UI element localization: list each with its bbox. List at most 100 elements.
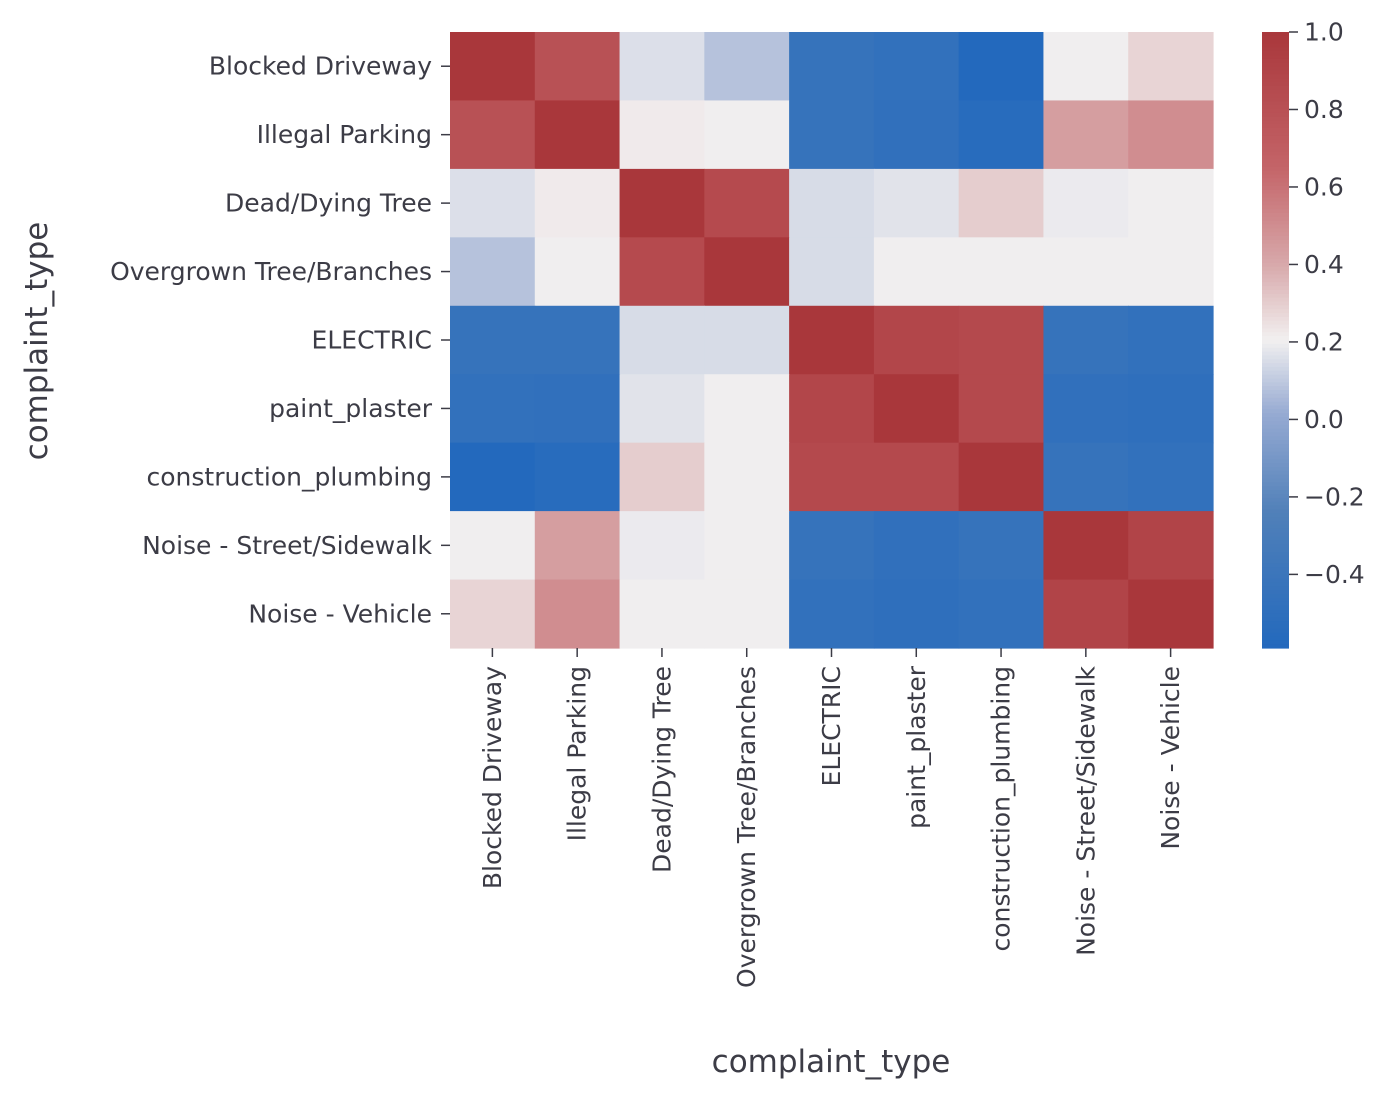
heatmap-cell [534,32,621,102]
heatmap-cell [1043,168,1129,238]
heatmap-cell [958,442,1045,512]
colorbar-segment [1262,297,1289,303]
colorbar-segment [1262,32,1289,37]
colorbar-segment [1262,282,1289,287]
colorbar-segment [1262,386,1289,391]
heatmap-cell [1128,100,1214,170]
x-tick-label: Overgrown Tree/Branches [732,666,761,988]
colorbar-segment [1262,474,1289,480]
colorbar-segment [1262,436,1289,441]
heatmap-cell [1128,511,1214,581]
colorbar-segment [1262,555,1289,561]
heatmap-cell [1128,374,1214,444]
y-tick-label: paint_plaster [269,394,433,423]
colorbar-segment [1262,509,1289,514]
x-tick-label: construction_plumbing [987,666,1016,952]
x-tick-label: Blocked Driveway [478,666,507,889]
colorbar-segment [1262,351,1289,356]
colorbar-segment [1262,478,1289,484]
heatmap-cell [1128,237,1214,307]
colorbar-segment [1262,78,1289,83]
colorbar-segment [1262,370,1289,376]
heatmap-cell [958,511,1045,581]
colorbar-segment [1262,270,1289,276]
heatmap-cell [704,32,790,102]
colorbar-segment [1262,343,1289,349]
colorbar-segment [1262,239,1289,245]
heatmap-cell [1043,237,1129,307]
heatmap-cell [789,168,875,238]
colorbar-segment [1262,467,1289,472]
colorbar-tick-label: −0.4 [1304,560,1365,589]
colorbar-segment [1262,278,1289,283]
colorbar-segment [1262,182,1289,187]
colorbar-segment [1262,636,1289,641]
colorbar-segment [1262,571,1289,576]
heatmap-cell [1043,442,1129,512]
colorbar-segment [1262,301,1289,306]
heatmap-cell [450,579,536,649]
colorbar-tick-label: 1.0 [1304,18,1344,47]
colorbar-segment [1262,189,1289,195]
colorbar-segment [1262,559,1289,564]
heatmap-cell [450,511,536,581]
heatmap-cell [1128,442,1214,512]
heatmap-cell [534,168,621,238]
colorbar-segment [1262,494,1289,499]
colorbar-segment [1262,420,1289,426]
colorbar-segment [1262,505,1289,510]
colorbar-segment [1262,582,1289,587]
colorbar-segment [1262,70,1289,75]
heatmap-cell [704,511,790,581]
heatmap-cell [450,305,536,375]
heatmap-cell [873,579,960,649]
colorbar-segment [1262,451,1289,457]
heatmap-cell [1043,100,1129,170]
colorbar-segment [1262,417,1289,422]
colorbar-segment [1262,101,1289,106]
colorbar-segment [1262,393,1289,399]
colorbar-segment [1262,443,1289,449]
colorbar-segment [1262,320,1289,326]
colorbar-segment [1262,259,1289,264]
y-tick-label: Dead/Dying Tree [225,189,432,218]
colorbar-tick-label: 0.6 [1304,172,1344,201]
colorbar-segment [1262,382,1289,387]
colorbar-segment [1262,613,1289,618]
colorbar-segment [1262,520,1289,526]
colorbar-segment [1262,632,1289,638]
colorbar-segment [1262,35,1289,41]
colorbar-segment [1262,501,1289,507]
colorbar-segment [1262,428,1289,433]
heatmap-cell [1043,579,1129,649]
colorbar-segment [1262,597,1289,603]
colorbar-segment [1262,432,1289,437]
heatmap-cell [534,374,621,444]
colorbar-segment [1262,62,1289,68]
colorbar-tick-label: 0.2 [1304,327,1344,356]
heatmap-cell [958,237,1045,307]
heatmap-cell [704,305,790,375]
heatmap-cell [619,374,705,444]
colorbar-segment [1262,440,1289,445]
colorbar-segment [1262,316,1289,322]
colorbar-segment [1262,47,1289,52]
colorbar-segment [1262,459,1289,464]
colorbar-segment [1262,551,1289,557]
colorbar-segment [1262,332,1289,337]
colorbar-segment [1262,82,1289,87]
colorbar-segment [1262,155,1289,160]
colorbar-segment [1262,186,1289,191]
colorbar-segment [1262,605,1289,611]
x-tick-label: paint_plaster [902,665,931,829]
colorbar-segment [1262,628,1289,634]
colorbar-segment [1262,486,1289,491]
colorbar-segment [1262,151,1289,156]
colorbar-segment [1262,617,1289,622]
colorbar-segment [1262,490,1289,495]
colorbar-segment [1262,309,1289,314]
heatmap-cell [873,168,960,238]
heatmap-cell [1128,168,1214,238]
heatmap-cell [704,579,790,649]
